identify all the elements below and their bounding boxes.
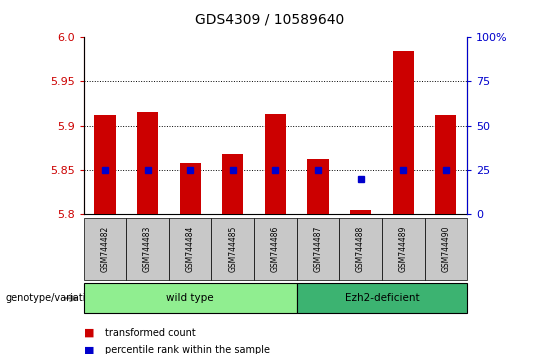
Text: Ezh2-deficient: Ezh2-deficient bbox=[345, 293, 419, 303]
Text: GSM744488: GSM744488 bbox=[356, 225, 365, 272]
Text: genotype/variation: genotype/variation bbox=[5, 293, 98, 303]
Bar bbox=[435, 115, 456, 214]
Bar bbox=[265, 114, 286, 214]
Text: transformed count: transformed count bbox=[105, 328, 196, 338]
Bar bbox=[307, 159, 329, 214]
Text: GSM744484: GSM744484 bbox=[186, 225, 195, 272]
Text: ■: ■ bbox=[84, 346, 94, 354]
Bar bbox=[222, 154, 244, 214]
Text: GSM744490: GSM744490 bbox=[441, 225, 450, 272]
Bar bbox=[350, 210, 372, 214]
Bar bbox=[94, 115, 116, 214]
Text: percentile rank within the sample: percentile rank within the sample bbox=[105, 346, 271, 354]
Text: GSM744489: GSM744489 bbox=[399, 225, 408, 272]
Text: GSM744486: GSM744486 bbox=[271, 225, 280, 272]
Bar bbox=[393, 51, 414, 214]
Text: GSM744482: GSM744482 bbox=[100, 225, 110, 272]
Text: wild type: wild type bbox=[166, 293, 214, 303]
Bar bbox=[179, 163, 201, 214]
Text: GSM744487: GSM744487 bbox=[314, 225, 322, 272]
Bar bbox=[137, 113, 158, 214]
Text: GDS4309 / 10589640: GDS4309 / 10589640 bbox=[195, 12, 345, 27]
Text: GSM744483: GSM744483 bbox=[143, 225, 152, 272]
Text: ■: ■ bbox=[84, 328, 94, 338]
Text: GSM744485: GSM744485 bbox=[228, 225, 237, 272]
